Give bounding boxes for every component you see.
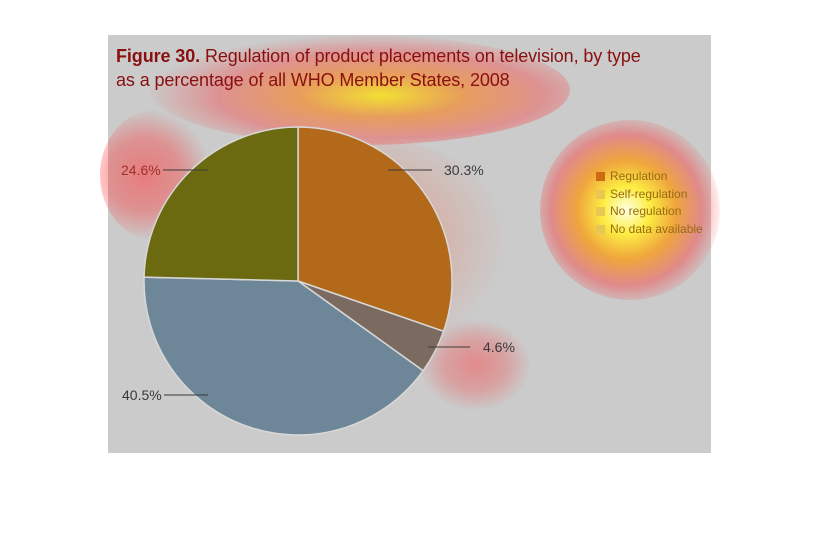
legend-item: Regulation <box>596 168 711 186</box>
chart-title: Figure 30. Regulation of product placeme… <box>116 44 706 92</box>
pie-slice-regulation <box>297 126 453 333</box>
data-label: 40.5% <box>122 387 162 403</box>
legend-swatch <box>596 172 605 182</box>
legend-label: Regulation <box>610 169 668 183</box>
title-line-1: Regulation of product placements on tele… <box>204 46 641 66</box>
legend-label: Self-regulation <box>610 186 688 201</box>
legend-label: No regulation <box>610 204 682 218</box>
figure-label: Figure 30. <box>116 46 201 66</box>
pie-slice-no-data-available <box>143 126 299 282</box>
legend-item: Self-regulation <box>596 186 711 204</box>
legend-label: No data available <box>610 221 703 236</box>
legend-swatch <box>596 189 605 199</box>
chart-legend: Regulation Self-regulation No regulation No… <box>596 168 711 238</box>
pie-slice-no-regulation <box>143 276 425 436</box>
title-line-2: as a percentage of all WHO Member States… <box>116 70 510 90</box>
data-label: 24.6% <box>121 162 161 178</box>
data-label: 4.6% <box>483 339 515 355</box>
legend-swatch <box>596 207 605 217</box>
legend-item: No regulation <box>596 203 711 221</box>
legend-swatch <box>596 224 605 234</box>
legend-item: No data available <box>596 221 711 239</box>
data-label: 30.3% <box>444 162 484 178</box>
